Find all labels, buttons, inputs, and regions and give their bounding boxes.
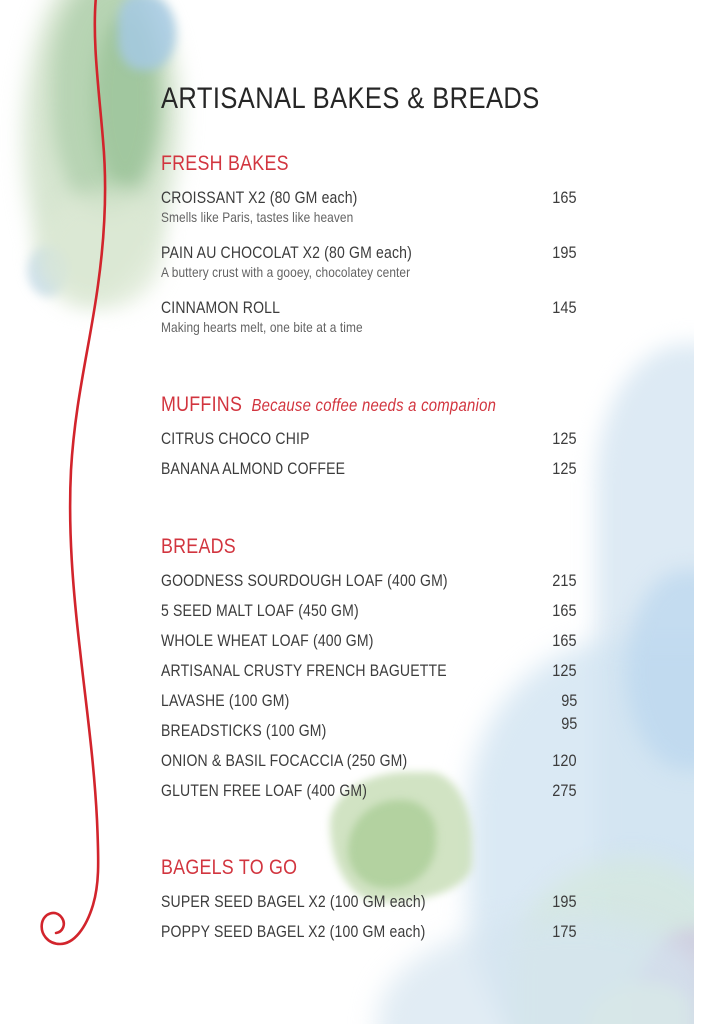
section-heading: BREADS	[161, 536, 577, 558]
item-row: ONION & BASIL FOCACCIA (250 GM) 120	[161, 751, 577, 771]
section-muffins: MUFFINS Because coffee needs a companion …	[161, 394, 577, 479]
section-heading-text: BAGELS TO GO	[161, 856, 298, 879]
item-description: Making hearts melt, one bite at a time	[161, 319, 363, 335]
watercolor-lavender-patch	[636, 928, 694, 1024]
item-name: CINNAMON ROLL	[161, 299, 281, 317]
item-price: 125	[552, 460, 577, 478]
section-items: CITRUS CHOCO CHIP 125 BANANA ALMOND COFF…	[161, 429, 577, 479]
section-items: GOODNESS SOURDOUGH LOAF (400 GM) 215 5 S…	[161, 571, 577, 801]
item-price: 145	[552, 299, 577, 317]
watercolor-green-blob	[24, 0, 180, 300]
item-name: ARTISANAL CRUSTY FRENCH BAGUETTE	[161, 662, 447, 680]
item-name: POPPY SEED BAGEL X2 (100 GM each)	[161, 923, 426, 941]
watercolor-blue-wash	[596, 344, 694, 1024]
item-row: CINNAMON ROLL 145	[161, 298, 577, 319]
section-heading-text: BREADS	[161, 535, 236, 558]
item-name: ONION & BASIL FOCACCIA (250 GM)	[161, 752, 408, 770]
item-price: 125	[552, 662, 577, 680]
item-price: 195	[552, 893, 577, 911]
menu-item: PAIN AU CHOCOLAT X2 (80 GM each) 195 A b…	[161, 243, 577, 281]
item-price: 165	[552, 189, 577, 207]
item-name: WHOLE WHEAT LOAF (400 GM)	[161, 632, 374, 650]
section-heading-text: MUFFINS Because coffee needs a companion	[161, 393, 497, 416]
section-items: CROISSANT X2 (80 GM each) 165 Smells lik…	[161, 188, 577, 336]
page-title: ARTISANAL BAKES & BREADS	[161, 84, 577, 114]
item-price: 95	[560, 692, 577, 710]
watercolor-green-blob	[94, 16, 156, 186]
section-breads: BREADS GOODNESS SOURDOUGH LOAF (400 GM) …	[161, 536, 577, 801]
section-heading: FRESH BAKES	[161, 153, 577, 175]
item-row: SUPER SEED BAGEL X2 (100 GM each) 195	[161, 892, 577, 912]
item-row: POPPY SEED BAGEL X2 (100 GM each) 175	[161, 922, 577, 942]
page-title-text: ARTISANAL BAKES & BREADS	[161, 82, 540, 115]
item-name: CROISSANT X2 (80 GM each)	[161, 189, 358, 207]
item-row: GOODNESS SOURDOUGH LOAF (400 GM) 215	[161, 571, 577, 591]
section-heading: MUFFINS Because coffee needs a companion	[161, 394, 577, 416]
watercolor-blue-patch	[28, 246, 68, 296]
item-row: 5 SEED MALT LOAF (450 GM) 165	[161, 601, 577, 621]
item-row: PAIN AU CHOCOLAT X2 (80 GM each) 195	[161, 243, 577, 264]
item-price: 95	[560, 715, 577, 733]
watercolor-blue-wash	[626, 570, 694, 770]
item-name: BANANA ALMOND COFFEE	[161, 460, 346, 478]
menu-content: ARTISANAL BAKES & BREADS FRESH BAKES CRO…	[161, 0, 577, 952]
watercolor-green-patch	[586, 982, 690, 1024]
item-row: WHOLE WHEAT LOAF (400 GM) 165	[161, 631, 577, 651]
item-price: 120	[552, 752, 577, 770]
item-row: BANANA ALMOND COFFEE 125	[161, 459, 577, 479]
item-price: 195	[552, 244, 577, 262]
item-name: GLUTEN FREE LOAF (400 GM)	[161, 782, 368, 800]
item-description: A buttery crust with a gooey, chocolatey…	[161, 264, 411, 280]
item-price: 175	[552, 923, 577, 941]
section-heading: BAGELS TO GO	[161, 857, 577, 879]
item-name: LAVASHE (100 GM)	[161, 692, 290, 710]
menu-item: CINNAMON ROLL 145 Making hearts melt, on…	[161, 298, 577, 336]
item-name: CITRUS CHOCO CHIP	[161, 430, 310, 448]
item-name: BREADSTICKS (100 GM)	[161, 722, 327, 740]
item-row: GLUTEN FREE LOAF (400 GM) 275	[161, 781, 577, 801]
section-tagline: Because coffee needs a companion	[251, 395, 497, 415]
section-fresh-bakes: FRESH BAKES CROISSANT X2 (80 GM each) 16…	[161, 153, 577, 336]
item-row: CROISSANT X2 (80 GM each) 165	[161, 188, 577, 209]
item-name: PAIN AU CHOCOLAT X2 (80 GM each)	[161, 244, 412, 262]
item-name: SUPER SEED BAGEL X2 (100 GM each)	[161, 893, 426, 911]
item-price: 165	[552, 602, 577, 620]
item-price: 215	[552, 572, 577, 590]
item-row: LAVASHE (100 GM) 95	[161, 691, 577, 711]
item-price: 125	[552, 430, 577, 448]
section-heading-text: FRESH BAKES	[161, 152, 289, 175]
item-name: 5 SEED MALT LOAF (450 GM)	[161, 602, 359, 620]
watercolor-green-blob	[52, 0, 162, 214]
item-row: CITRUS CHOCO CHIP 125	[161, 429, 577, 449]
section-bagels-to-go: BAGELS TO GO SUPER SEED BAGEL X2 (100 GM…	[161, 857, 577, 942]
item-row: BREADSTICKS (100 GM) 95	[161, 715, 577, 741]
item-price: 275	[552, 782, 577, 800]
section-items: SUPER SEED BAGEL X2 (100 GM each) 195 PO…	[161, 892, 577, 942]
item-price: 165	[552, 632, 577, 650]
menu-item: CROISSANT X2 (80 GM each) 165 Smells lik…	[161, 188, 577, 226]
watercolor-green-blob	[36, 190, 162, 308]
item-description: Smells like Paris, tastes like heaven	[161, 209, 354, 225]
item-row: ARTISANAL CRUSTY FRENCH BAGUETTE 125	[161, 661, 577, 681]
item-name: GOODNESS SOURDOUGH LOAF (400 GM)	[161, 572, 448, 590]
